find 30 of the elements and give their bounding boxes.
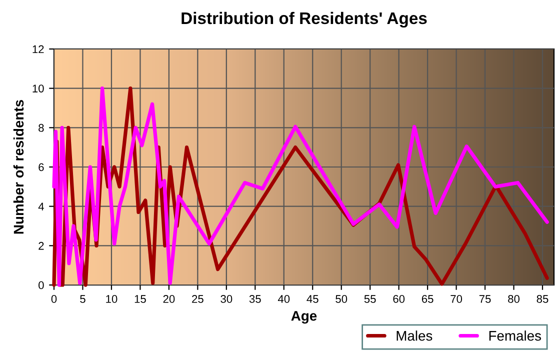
x-axis-title: Age xyxy=(291,311,317,324)
y-tick-label: 8 xyxy=(38,124,44,132)
legend-label: Males xyxy=(396,330,432,341)
y-tick-label: 4 xyxy=(38,202,44,210)
y-tick-label: 0 xyxy=(38,281,44,290)
x-tick-label: 5 xyxy=(80,295,86,303)
x-tick-label: 10 xyxy=(106,295,118,303)
x-tick-label: 50 xyxy=(336,295,348,303)
x-tick-label: 75 xyxy=(479,295,491,303)
x-tick-label: 80 xyxy=(508,295,520,303)
y-tick-label: 2 xyxy=(38,242,44,250)
x-tick-label: 40 xyxy=(278,295,290,303)
chart-title: Distribution of Residents' Ages xyxy=(182,12,427,28)
x-tick-label: 65 xyxy=(422,295,434,303)
y-tick-label: 12 xyxy=(32,45,44,54)
x-tick-label: 60 xyxy=(393,295,405,303)
x-tick-label: 20 xyxy=(163,295,175,303)
x-tick-label: 0 xyxy=(51,295,57,303)
x-tick-label: 35 xyxy=(249,295,261,303)
legend-label: Females xyxy=(489,330,541,341)
y-tick-label: 10 xyxy=(32,84,44,92)
y-tick-label: 6 xyxy=(38,163,44,172)
x-tick-label: 55 xyxy=(364,295,376,303)
y-axis-title: Number of residents xyxy=(13,100,24,234)
x-tick-label: 15 xyxy=(134,295,146,303)
x-tick-label: 70 xyxy=(450,295,462,303)
x-tick-label: 85 xyxy=(536,295,548,303)
x-tick-label: 30 xyxy=(220,295,232,303)
x-tick-label: 45 xyxy=(306,295,318,303)
x-tick-label: 25 xyxy=(192,295,204,303)
